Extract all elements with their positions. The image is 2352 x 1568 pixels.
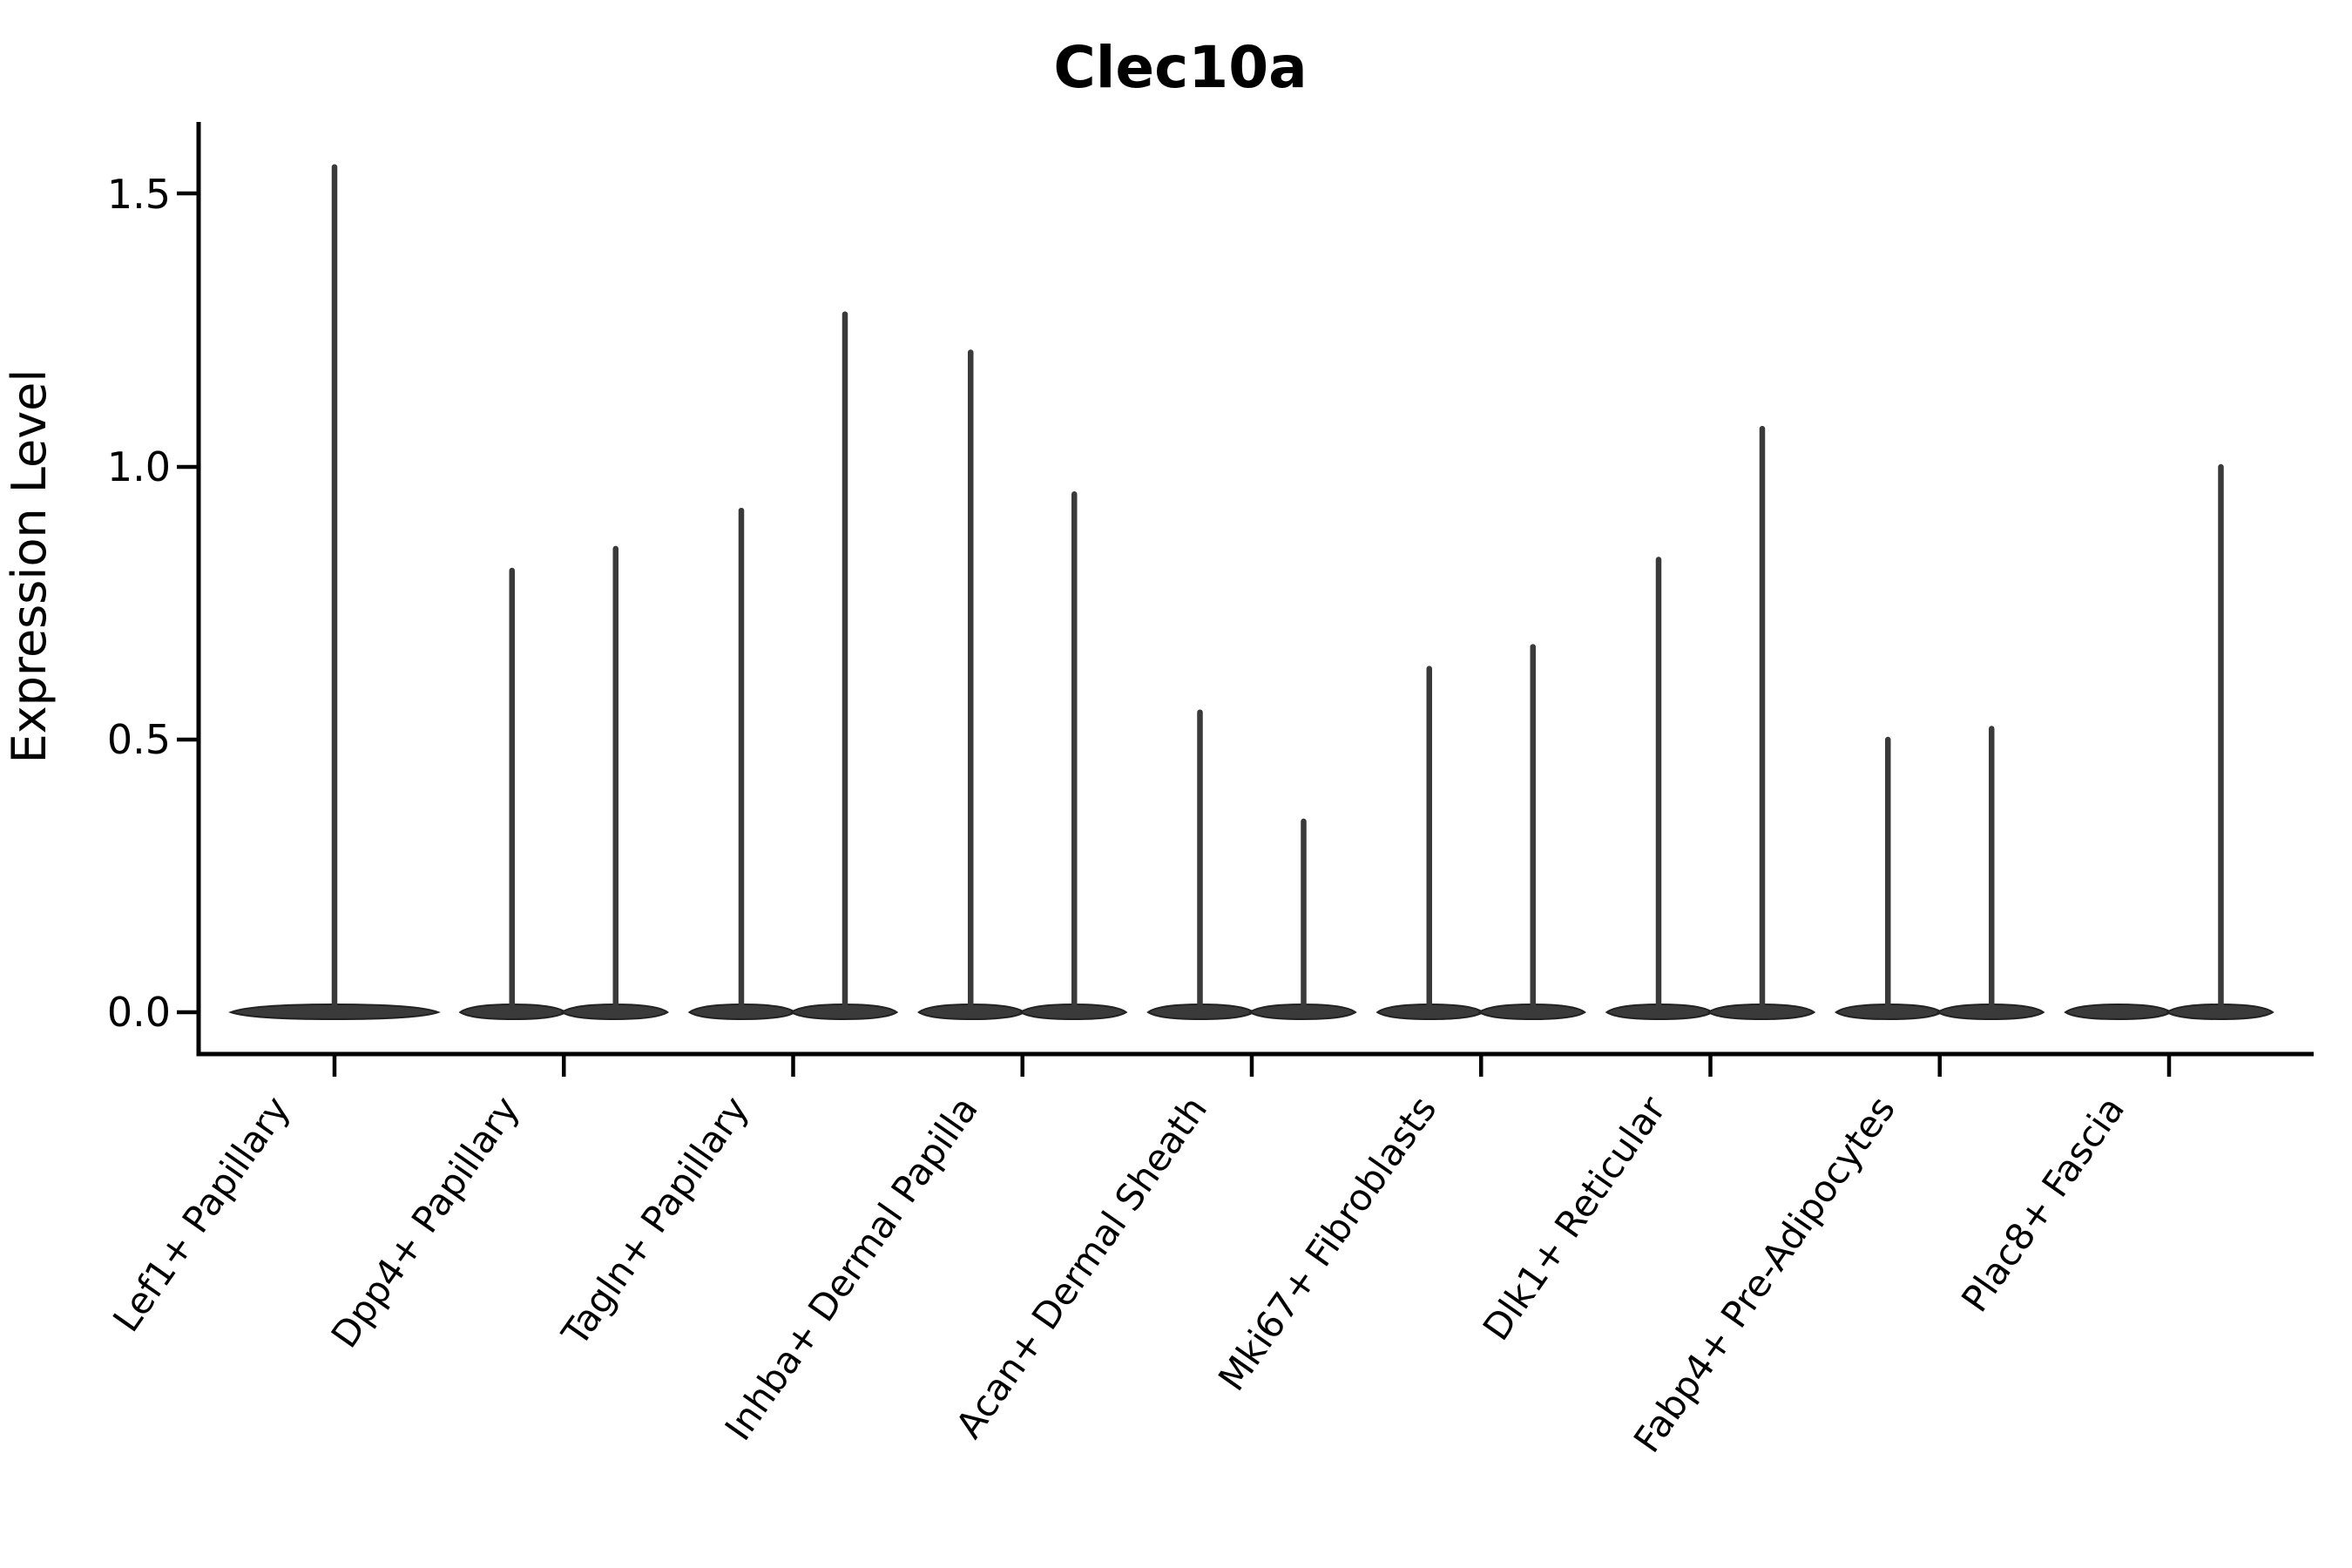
- violin-2-right: [560, 545, 669, 1021]
- x-tick-label-2: Tagln+ Papillary: [553, 1089, 757, 1355]
- violin-15-left: [2064, 1003, 2173, 1021]
- violins: [228, 164, 2274, 1021]
- violin-8-right: [1248, 818, 1357, 1021]
- violin-base: [1936, 1003, 2045, 1021]
- violin-13-left: [1835, 736, 1943, 1021]
- violin-7-left: [1146, 709, 1255, 1021]
- violin-14-right: [1936, 726, 2045, 1021]
- y-tick-label-1: 0.5: [107, 716, 171, 763]
- violin-12-right: [1707, 425, 1816, 1021]
- y-axis-label: Expression Level: [2, 369, 57, 764]
- y-tick-label-3: 1.5: [107, 171, 171, 218]
- x-tick-label-0: Lef1+ Papillary: [105, 1089, 298, 1340]
- violin-base: [228, 1003, 441, 1021]
- violin-10-right: [1477, 644, 1586, 1021]
- violin-4-right: [789, 311, 899, 1021]
- violin-6-right: [1019, 491, 1128, 1021]
- x-tick-label-8: Plac8+ Fascia: [1953, 1089, 2132, 1320]
- y-tick-marks: [177, 191, 197, 1015]
- x-tick-label-4: Acan+ Dermal Sheath: [948, 1089, 1216, 1446]
- violin-base: [1248, 1003, 1357, 1021]
- violin-base: [560, 1003, 669, 1021]
- x-tick-marks: [332, 1056, 2172, 1077]
- violin-0-full: [228, 164, 441, 1021]
- violin-5-left: [917, 349, 1026, 1021]
- violin-base: [2064, 1003, 2173, 1021]
- x-tick-label-3: Inhba+ Dermal Papilla: [716, 1089, 985, 1449]
- violin-16-right: [2166, 463, 2274, 1021]
- x-tick-label-5: Mki67+ Fibroblasts: [1210, 1089, 1445, 1399]
- plot-title: Clec10a: [1053, 34, 1307, 101]
- violin-9-left: [1375, 666, 1484, 1021]
- violin-base: [1019, 1003, 1128, 1021]
- violin-base: [1707, 1003, 1816, 1021]
- x-tick-label-1: Dpp4+ Papillary: [322, 1089, 527, 1355]
- violin-3-left: [687, 507, 797, 1021]
- violin-base: [1477, 1003, 1586, 1021]
- x-tick-label-7: Fabp4+ Pre-Adipocytes: [1625, 1089, 1903, 1461]
- violin-base: [789, 1003, 899, 1021]
- violin-1-left: [458, 567, 567, 1021]
- x-tick-label-6: Dlk1+ Reticular: [1475, 1088, 1674, 1348]
- violin-base: [2166, 1003, 2274, 1021]
- violin-11-left: [1605, 557, 1714, 1021]
- y-tick-label-2: 1.0: [107, 443, 171, 490]
- x-tick-labels: Lef1+ Papillary Dpp4+ Papillary Tagln+ Pap…: [105, 1088, 2132, 1460]
- y-tick-label-0: 0.0: [107, 989, 171, 1036]
